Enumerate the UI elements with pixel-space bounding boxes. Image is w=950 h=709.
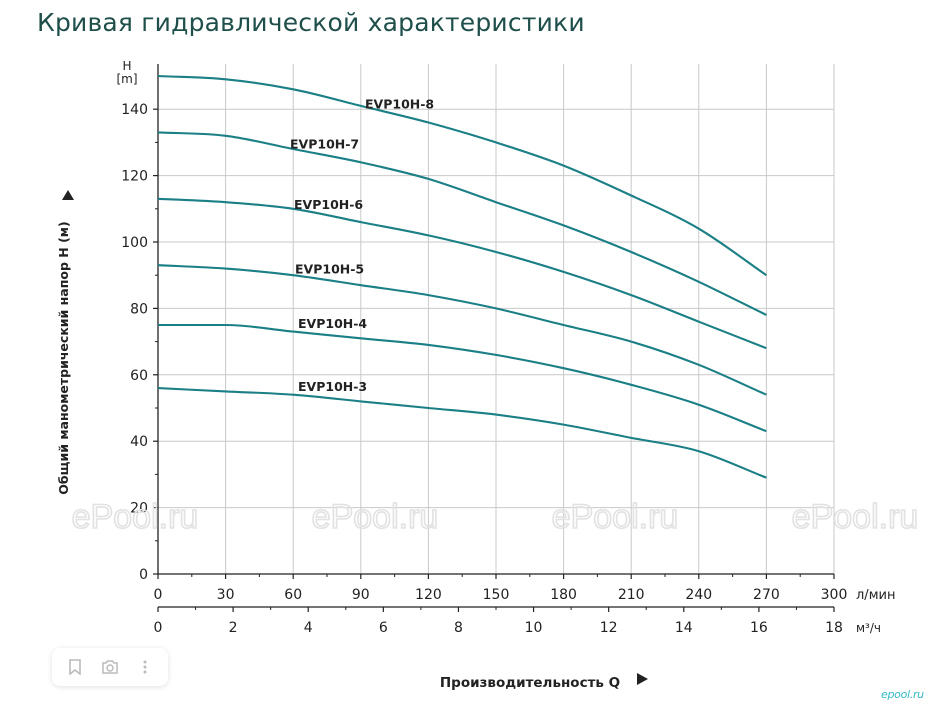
y-axis-title: Общий манометрический напор H (м)	[56, 221, 71, 494]
y-unit: [m]	[116, 72, 137, 86]
x2-tick-label: 14	[675, 620, 693, 636]
camera-search-icon[interactable]	[97, 654, 123, 680]
series-label-evp10h-3: EVP10H-3	[298, 379, 367, 394]
x2-tick-label: 12	[600, 620, 618, 636]
x-unit: л/мин	[856, 588, 895, 603]
more-icon[interactable]	[132, 654, 158, 680]
curve-evp10h-6	[157, 197, 767, 350]
y-tick-label: 60	[130, 368, 148, 384]
y-tick-label: 140	[121, 102, 148, 118]
x-tick-label: 90	[352, 587, 370, 603]
bookmark-icon[interactable]	[62, 654, 88, 680]
watermark: ePool.ru	[312, 498, 439, 536]
y-tick-label: 100	[121, 235, 148, 251]
y-tick-label: 120	[121, 169, 148, 185]
page-title: Кривая гидравлической характеристики	[37, 8, 585, 37]
curve-evp10h-5	[157, 264, 767, 396]
x-tick-label: 150	[483, 587, 510, 603]
watermark: ePool.ru	[72, 498, 199, 536]
watermark: ePool.ru	[792, 498, 919, 536]
x-tick-label: 180	[550, 587, 577, 603]
x2-tick-label: 2	[229, 620, 238, 636]
series-label-evp10h-7: EVP10H-7	[290, 136, 359, 151]
y-tick-label: 80	[130, 301, 148, 317]
x-tick-label: 30	[217, 587, 235, 603]
watermarks: ePool.ru ePool.ru ePool.ru ePool.ru	[71, 497, 919, 537]
x-axis-title: Производительность Q	[440, 675, 620, 691]
image-toolbar	[52, 648, 168, 686]
x-tick-label: 300	[821, 587, 848, 603]
x2-tick-label: 4	[304, 620, 313, 636]
series-label-evp10h-6: EVP10H-6	[294, 197, 363, 212]
x-tick-label: 120	[415, 587, 442, 603]
y-tick-label: 40	[130, 434, 148, 450]
x-axis-arrow-icon	[637, 673, 648, 685]
y-axis-arrow-icon	[62, 190, 74, 200]
curve-evp10h-3	[157, 387, 767, 479]
x2-tick-label: 8	[454, 620, 463, 636]
x2-tick-label: 0	[154, 620, 163, 636]
x2-tick-label: 16	[750, 620, 768, 636]
series-label-evp10h-8: EVP10H-8	[365, 97, 434, 112]
x-tick-label: 60	[284, 587, 302, 603]
y-tick-label: 0	[139, 567, 148, 583]
x-tick-label: 0	[154, 587, 163, 603]
labels: EVP10H-8 EVP10H-7 EVP10H-6 EVP10H-5 EVP10H-4…	[290, 97, 434, 394]
curve-evp10h-4	[157, 323, 767, 433]
x2-unit: м³/ч	[856, 621, 881, 635]
series-label-evp10h-5: EVP10H-5	[295, 261, 364, 276]
curve-evp10h-7	[157, 131, 767, 316]
x-tick-label: 270	[753, 587, 780, 603]
watermark: ePool.ru	[552, 498, 679, 536]
x-tick-label: 240	[685, 587, 712, 603]
x2-tick-label: 10	[525, 620, 543, 636]
curves	[157, 74, 767, 479]
curve-evp10h-8	[157, 74, 767, 277]
x2-tick-label: 18	[825, 620, 843, 636]
x-tick-label: 210	[618, 587, 645, 603]
y-tick-label: 20	[130, 501, 148, 517]
series-label-evp10h-4: EVP10H-4	[298, 316, 367, 331]
y-unit-symbol: H	[122, 59, 131, 73]
x2-tick-label: 6	[379, 620, 388, 636]
site-logo: epool.ru	[881, 688, 924, 701]
grid	[158, 64, 835, 574]
